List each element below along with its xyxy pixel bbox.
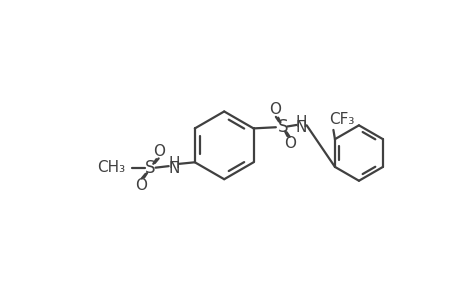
Text: S: S <box>145 159 155 177</box>
Text: N: N <box>168 161 179 176</box>
Text: O: O <box>134 178 146 193</box>
Text: O: O <box>284 136 296 151</box>
Text: N: N <box>295 120 306 135</box>
Text: O: O <box>269 102 280 117</box>
Text: CF₃: CF₃ <box>329 112 354 128</box>
Text: O: O <box>153 144 165 159</box>
Text: CH₃: CH₃ <box>96 160 124 175</box>
Text: S: S <box>277 118 287 136</box>
Text: H: H <box>295 115 306 130</box>
Text: H: H <box>168 155 179 170</box>
